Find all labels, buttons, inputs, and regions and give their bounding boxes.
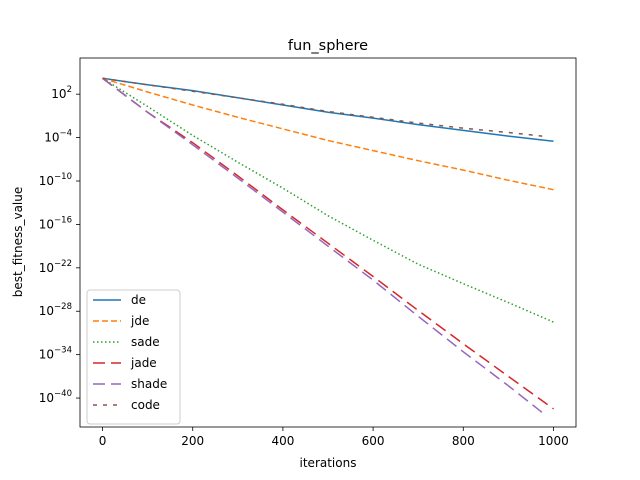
x-tick-label: 600 bbox=[362, 434, 385, 448]
series-line-shade bbox=[102, 77, 543, 414]
x-axis-label: iterations bbox=[300, 456, 357, 470]
y-axis-label: best_fitness_value bbox=[11, 187, 25, 298]
y-tick-label: 10−10 bbox=[39, 172, 72, 188]
series-layer bbox=[102, 77, 554, 414]
legend-label-jde: jde bbox=[130, 314, 149, 328]
plot-frame bbox=[79, 57, 577, 428]
x-axis: 0 200 400 600 800 1000 bbox=[99, 427, 569, 448]
x-tick-label: 400 bbox=[271, 434, 294, 448]
legend-box bbox=[86, 289, 181, 425]
y-axis: 102 10−4 10−10 10−16 10−22 10−28 10−34 10−40 bbox=[39, 85, 80, 405]
series-line-jde bbox=[102, 77, 554, 191]
y-tick-label: 10−22 bbox=[39, 259, 72, 275]
legend-label-code: code bbox=[131, 398, 160, 412]
x-tick-label: 1000 bbox=[538, 434, 569, 448]
x-tick-label: 800 bbox=[452, 434, 475, 448]
y-tick-label: 10−16 bbox=[39, 215, 72, 231]
legend-label-sade: sade bbox=[131, 335, 160, 349]
legend-label-de: de bbox=[131, 293, 146, 307]
y-tick-label: 102 bbox=[51, 85, 72, 101]
series-line-sade bbox=[102, 77, 554, 323]
y-tick-label: 10−4 bbox=[44, 129, 72, 145]
legend-label-jade: jade bbox=[130, 356, 157, 370]
series-line-de bbox=[102, 77, 554, 142]
y-tick-label: 10−34 bbox=[39, 346, 72, 362]
y-tick-label: 10−40 bbox=[39, 389, 72, 405]
chart-title: fun_sphere bbox=[288, 38, 368, 54]
x-tick-label: 0 bbox=[99, 434, 107, 448]
x-tick-label: 200 bbox=[181, 434, 204, 448]
series-line-jade bbox=[102, 77, 554, 410]
legend: de jde sade jade shade code bbox=[86, 289, 181, 425]
y-tick-label: 10−28 bbox=[39, 302, 72, 318]
legend-label-shade: shade bbox=[131, 377, 167, 391]
